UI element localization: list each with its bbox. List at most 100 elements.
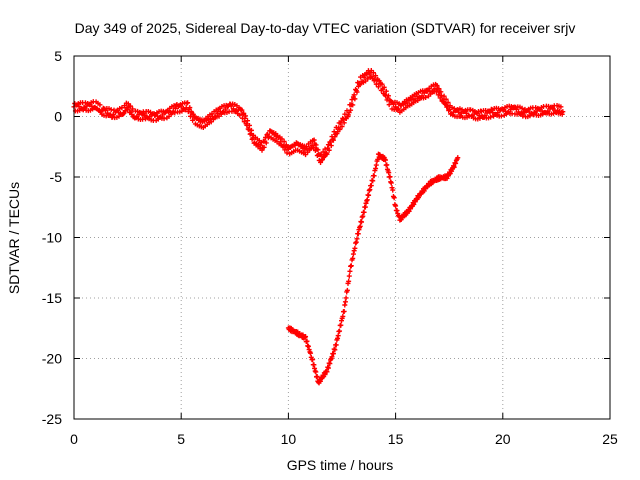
data-point <box>246 122 252 128</box>
data-point <box>330 137 336 143</box>
data-point <box>384 162 390 168</box>
data-point <box>352 245 358 251</box>
data-point <box>558 104 564 110</box>
data-point <box>383 157 389 163</box>
data-point <box>513 106 519 112</box>
data-point <box>364 197 370 203</box>
data-point <box>376 78 382 84</box>
data-point <box>248 127 254 133</box>
data-point <box>330 136 336 142</box>
x-tick-label: 5 <box>177 431 185 447</box>
y-tick-label: -15 <box>42 290 62 306</box>
data-point <box>346 273 352 279</box>
data-point <box>127 103 133 109</box>
data-point <box>359 219 365 225</box>
data-point <box>310 145 316 151</box>
data-point <box>328 143 334 149</box>
data-point <box>390 187 396 193</box>
x-axis-label: GPS time / hours <box>287 457 394 473</box>
data-point <box>385 93 391 99</box>
data-point <box>343 295 349 301</box>
data-point <box>244 118 250 124</box>
data-point <box>531 109 537 115</box>
data-point <box>332 347 338 353</box>
series-second-track <box>285 151 461 386</box>
data-point <box>346 278 352 284</box>
data-point <box>308 350 314 356</box>
data-point <box>441 93 447 99</box>
y-tick-label: -5 <box>50 169 63 185</box>
data-point <box>393 203 399 209</box>
data-point <box>388 180 394 186</box>
data-point <box>386 170 392 176</box>
data-point <box>373 165 379 171</box>
data-point <box>326 147 332 153</box>
y-tick-label: 5 <box>54 48 62 64</box>
data-point <box>337 126 343 132</box>
data-point <box>351 248 357 254</box>
data-point <box>322 146 328 152</box>
data-point <box>373 73 379 79</box>
data-point <box>443 96 449 102</box>
data-point <box>230 106 236 112</box>
x-tick-label: 25 <box>602 431 618 447</box>
data-point <box>344 287 350 293</box>
data-point <box>341 120 347 126</box>
data-point <box>172 105 178 111</box>
data-point <box>241 110 247 116</box>
data-point <box>279 136 285 142</box>
data-point <box>190 111 196 117</box>
data-point <box>375 84 381 90</box>
data-point <box>190 117 196 123</box>
data-point <box>498 113 504 119</box>
data-point <box>187 113 193 119</box>
data-point <box>386 102 392 108</box>
data-point <box>283 142 289 148</box>
data-point <box>119 105 125 111</box>
data-point <box>281 138 287 144</box>
data-point <box>223 106 229 112</box>
data-point <box>261 144 267 150</box>
data-point <box>320 149 326 155</box>
x-tick-label: 0 <box>70 431 78 447</box>
data-point <box>373 81 379 87</box>
data-point <box>393 104 399 110</box>
data-point <box>371 173 377 179</box>
data-point <box>341 308 347 314</box>
data-point <box>348 107 354 113</box>
data-point <box>325 142 331 148</box>
data-point <box>81 104 87 110</box>
data-point <box>435 92 441 98</box>
data-point <box>353 240 359 246</box>
data-point <box>370 178 376 184</box>
data-point <box>389 185 395 191</box>
data-point <box>310 356 316 362</box>
data-point <box>263 140 269 146</box>
data-point <box>313 369 319 375</box>
data-point <box>331 346 337 352</box>
data-point <box>357 223 363 229</box>
data-point <box>445 99 451 105</box>
data-point <box>284 150 290 156</box>
data-point <box>394 208 400 214</box>
data-point <box>366 192 372 198</box>
data-point <box>324 369 330 375</box>
y-tick-label: -20 <box>42 351 62 367</box>
data-point <box>354 89 360 95</box>
data-point <box>328 139 334 145</box>
data-points <box>71 68 566 386</box>
data-point <box>381 84 387 90</box>
data-point <box>365 76 371 82</box>
data-point <box>352 96 358 102</box>
data-point <box>354 236 360 242</box>
data-point <box>325 364 331 370</box>
x-tick-label: 10 <box>281 431 297 447</box>
data-point <box>185 100 191 106</box>
data-point <box>348 263 354 269</box>
data-point <box>237 112 243 118</box>
data-point <box>373 162 379 168</box>
data-point <box>325 365 331 371</box>
data-point <box>161 116 167 122</box>
data-point <box>379 81 385 87</box>
